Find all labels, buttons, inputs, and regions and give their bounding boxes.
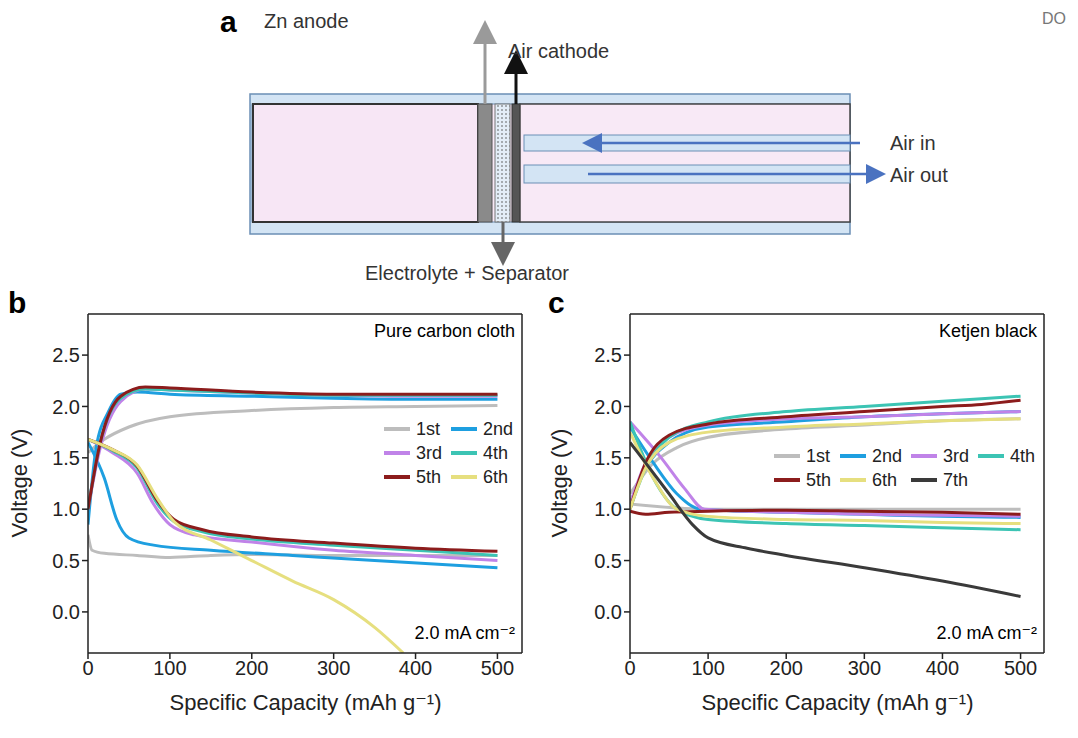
html-text:5th: 5th: [805, 469, 831, 490]
svg-text:0: 0: [82, 657, 93, 679]
svg-text:0.0: 0.0: [52, 601, 80, 623]
svg-text:200: 200: [770, 657, 803, 679]
html-text:7th: 7th: [943, 469, 968, 490]
svg-text:0.0: 0.0: [594, 601, 622, 623]
svg-text:0: 0: [624, 657, 635, 679]
svg-text:1.0: 1.0: [594, 498, 622, 520]
svg-text:Air out: Air out: [890, 164, 948, 186]
html-text:1st: 1st: [415, 418, 440, 439]
html-text:Pure carbon cloth: Pure carbon cloth: [373, 321, 515, 341]
svg-text:a: a: [220, 5, 237, 38]
svg-text:0.5: 0.5: [594, 550, 622, 572]
svg-text:Electrolyte + Separator: Electrolyte + Separator: [365, 262, 569, 284]
html-text:1st: 1st: [805, 445, 830, 466]
html-text:2.0 mA cm⁻²: 2.0 mA cm⁻²: [414, 623, 515, 643]
html-text:Specific Capacity (mAh g⁻¹): Specific Capacity (mAh g⁻¹): [169, 690, 442, 715]
svg-text:100: 100: [691, 657, 724, 679]
svg-text:DO: DO: [1042, 10, 1066, 27]
html-text:Voltage (V): Voltage (V): [7, 428, 32, 538]
svg-text:1.5: 1.5: [52, 447, 80, 469]
svg-text:2.5: 2.5: [52, 344, 80, 366]
html-text:6th: 6th: [871, 469, 897, 490]
svg-text:1.0: 1.0: [52, 498, 80, 520]
svg-text:Air in: Air in: [890, 132, 936, 154]
html-text:b: b: [8, 286, 27, 319]
html-text:3rd: 3rd: [943, 445, 969, 466]
svg-text:100: 100: [153, 657, 186, 679]
html-text:5th: 5th: [415, 466, 441, 487]
svg-text:500: 500: [481, 657, 514, 679]
svg-text:2.0: 2.0: [52, 396, 80, 418]
svg-text:200: 200: [235, 657, 268, 679]
svg-text:300: 300: [848, 657, 881, 679]
html-text:3rd: 3rd: [415, 442, 442, 463]
html-text:6th: 6th: [483, 466, 508, 487]
html-text:c: c: [548, 286, 565, 319]
svg-text:400: 400: [399, 657, 432, 679]
html-text:Specific Capacity (mAh g⁻¹): Specific Capacity (mAh g⁻¹): [701, 690, 974, 715]
html-text:2nd: 2nd: [483, 418, 513, 439]
svg-text:300: 300: [317, 657, 350, 679]
html-text:Voltage (V): Voltage (V): [547, 428, 572, 538]
svg-text:2.5: 2.5: [594, 344, 622, 366]
html-text:2.0 mA cm⁻²: 2.0 mA cm⁻²: [936, 623, 1037, 643]
svg-text:Zn anode: Zn anode: [264, 10, 349, 32]
html-text:2nd: 2nd: [871, 445, 902, 466]
svg-text:0.5: 0.5: [52, 550, 80, 572]
html-text:4th: 4th: [1010, 445, 1035, 466]
svg-text:400: 400: [926, 657, 959, 679]
svg-text:1.5: 1.5: [594, 447, 622, 469]
svg-text:Air cathode: Air cathode: [508, 40, 609, 62]
svg-text:500: 500: [1004, 657, 1037, 679]
html-text:Ketjen black: Ketjen black: [938, 321, 1037, 341]
html-text:4th: 4th: [483, 442, 508, 463]
svg-text:2.0: 2.0: [594, 396, 622, 418]
